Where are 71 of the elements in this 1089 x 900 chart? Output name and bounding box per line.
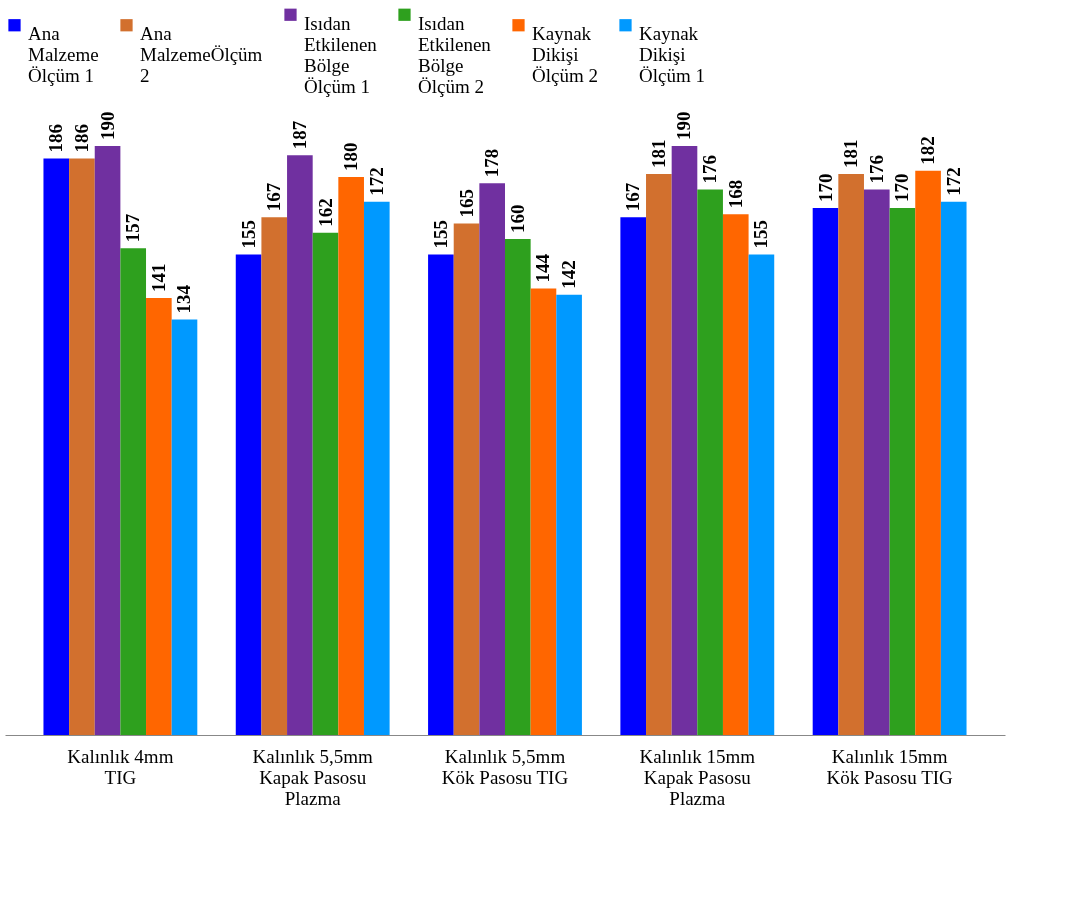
- data-label: 168: [724, 179, 746, 209]
- data-label: 180: [340, 142, 362, 171]
- bar: [915, 170, 941, 735]
- bar: [43, 158, 70, 735]
- data-label: 181: [840, 139, 862, 168]
- bar: [863, 189, 890, 735]
- bar: [479, 183, 505, 735]
- data-label: 141: [147, 263, 169, 292]
- bar: [171, 319, 198, 735]
- data-label: 170: [814, 173, 836, 202]
- x-tick-label: Kalınlık 5,5mm Kapak Pasosu Plazma: [252, 745, 374, 809]
- bar: [838, 173, 864, 735]
- bar: [530, 288, 557, 735]
- bar: [671, 146, 698, 735]
- data-label: 162: [314, 198, 336, 227]
- bar: [428, 254, 454, 735]
- x-tick-label: Kalınlık 5,5mm Kök Pasosu TIG: [441, 745, 569, 788]
- data-label: 176: [865, 154, 887, 184]
- data-label: 186: [45, 123, 67, 153]
- x-tick-label: Kalınlık 15mm Kök Pasosu TIG: [826, 745, 954, 788]
- bar: [146, 297, 172, 735]
- data-label: 190: [673, 111, 695, 140]
- data-label: 172: [942, 167, 964, 196]
- bar: [363, 201, 390, 735]
- data-label: 160: [506, 204, 528, 233]
- bar: [940, 201, 967, 735]
- bar: [722, 214, 749, 735]
- x-tick-label: Kalınlık 4mm TIG: [67, 745, 174, 788]
- data-label: 176: [699, 154, 721, 184]
- bar: [505, 239, 531, 735]
- bar: [646, 173, 672, 735]
- data-label: 142: [558, 260, 580, 289]
- bar: [556, 294, 582, 735]
- data-label: 155: [429, 220, 451, 249]
- data-label: 178: [481, 148, 503, 178]
- legend-label: Isıdan Etkilenen Bölge Ölçüm 2: [418, 12, 492, 97]
- bar: [748, 254, 775, 735]
- legend-label: Ana MalzemeÖlçüm 2: [140, 23, 263, 87]
- data-label: 165: [455, 189, 477, 218]
- bar: [338, 177, 364, 735]
- legend-label: Kaynak Dikişi Ölçüm 2: [532, 23, 598, 87]
- data-label: 172: [365, 167, 387, 196]
- bar: [453, 223, 480, 735]
- data-label: 187: [288, 120, 310, 150]
- bar: [69, 158, 95, 735]
- data-label: 167: [263, 182, 285, 212]
- bar: [120, 248, 147, 735]
- data-label: 190: [96, 111, 118, 140]
- legend-label: Ana Malzeme Ölçüm 1: [28, 23, 99, 87]
- bar: [94, 146, 121, 735]
- data-label: 144: [532, 253, 554, 283]
- data-label: 182: [917, 136, 939, 165]
- data-label: 155: [750, 220, 772, 249]
- bar: [235, 254, 262, 735]
- bar: [697, 189, 723, 735]
- bar: [287, 155, 313, 735]
- bar: [312, 232, 339, 735]
- bar: [261, 217, 288, 735]
- data-label: 157: [122, 213, 144, 243]
- data-label: 186: [70, 123, 92, 153]
- data-label: 167: [622, 182, 644, 212]
- x-tick-label: Kalınlık 15mm Kapak Pasosu Plazma: [639, 745, 756, 809]
- data-label: 170: [891, 173, 913, 202]
- data-label: 181: [647, 139, 669, 168]
- legend-label: Kaynak Dikişi Ölçüm 1: [639, 23, 705, 87]
- bar: [889, 208, 916, 735]
- data-label: 134: [173, 284, 195, 314]
- data-label: 155: [237, 220, 259, 249]
- legend-label: Isıdan Etkilenen Bölge Ölçüm 1: [304, 12, 378, 97]
- bar: [812, 208, 839, 735]
- bar: [620, 217, 647, 735]
